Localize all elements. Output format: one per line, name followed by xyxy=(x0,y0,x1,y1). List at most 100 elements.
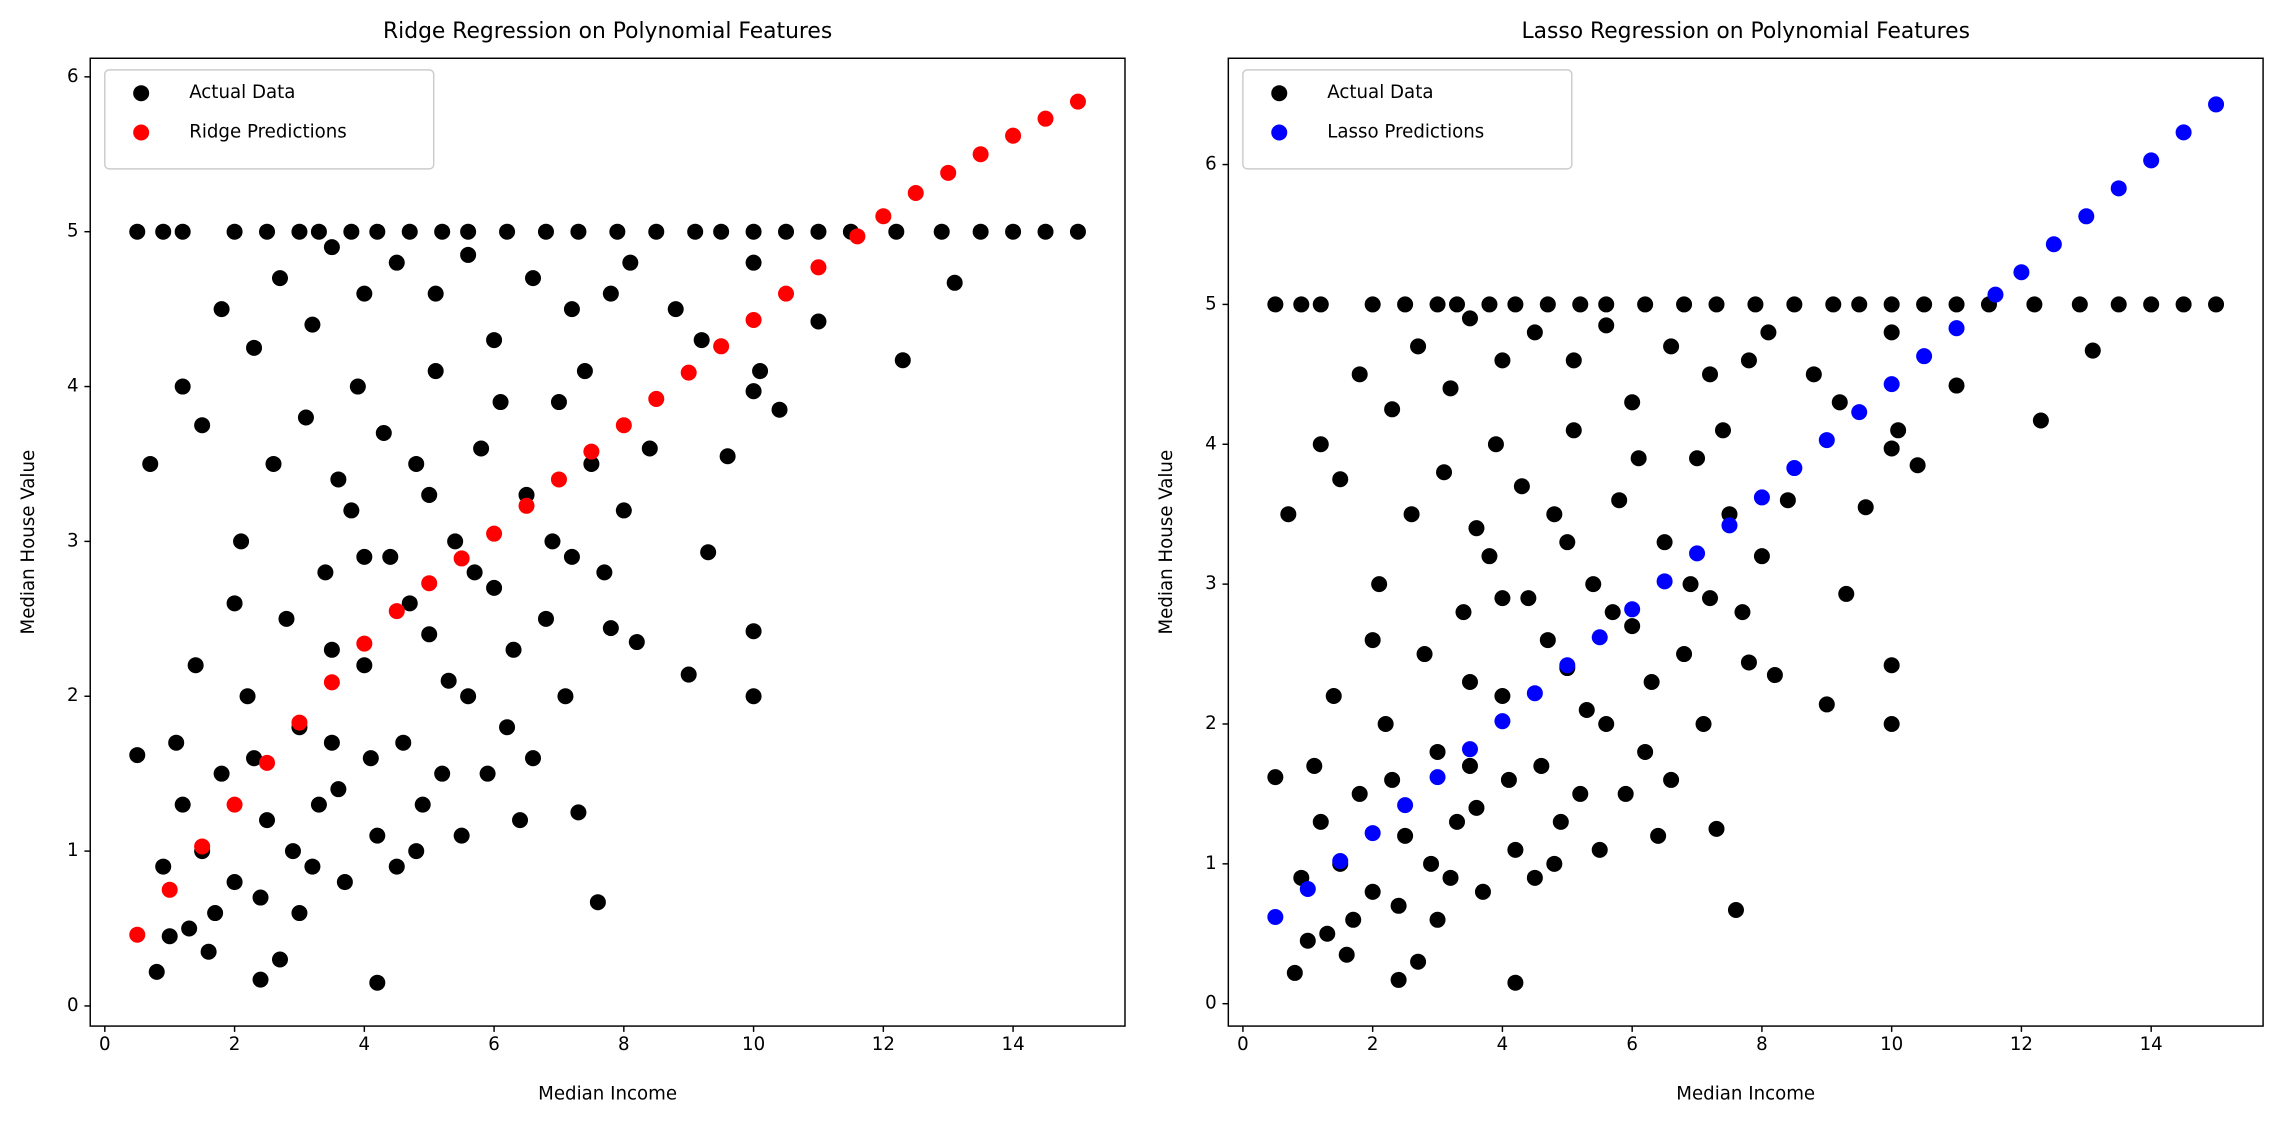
point xyxy=(408,843,425,860)
point xyxy=(1734,604,1751,621)
point xyxy=(537,610,554,627)
x-tick-label: 0 xyxy=(99,1034,111,1055)
x-tick-label: 6 xyxy=(1626,1034,1638,1055)
point xyxy=(1766,667,1783,684)
point xyxy=(1416,646,1433,663)
point xyxy=(486,332,503,349)
point xyxy=(1364,883,1381,900)
point xyxy=(1494,688,1511,705)
point xyxy=(596,564,613,581)
point xyxy=(1449,813,1466,830)
point xyxy=(486,525,503,542)
point xyxy=(259,812,276,829)
point xyxy=(1857,499,1874,516)
point xyxy=(875,208,892,225)
y-axis-label: Median House Value xyxy=(18,450,39,635)
point xyxy=(1598,296,1615,313)
point xyxy=(278,610,295,627)
point xyxy=(323,734,340,751)
point xyxy=(1883,715,1900,732)
point xyxy=(1656,534,1673,551)
point xyxy=(1624,618,1641,635)
point xyxy=(1005,223,1022,240)
point xyxy=(1890,422,1907,439)
point xyxy=(1565,352,1582,369)
point xyxy=(2143,152,2160,169)
chart-title: Lasso Regression on Polynomial Features xyxy=(1521,19,1970,44)
point xyxy=(1267,296,1284,313)
point xyxy=(1702,590,1719,607)
point xyxy=(395,734,412,751)
point xyxy=(1740,654,1757,671)
legend-marker xyxy=(133,85,150,102)
point xyxy=(2175,296,2192,313)
point xyxy=(1449,296,1466,313)
point xyxy=(226,796,243,813)
plot-area xyxy=(129,93,1086,991)
legend: Actual Data Ridge Predictions xyxy=(104,69,435,170)
point xyxy=(1786,460,1803,477)
point xyxy=(356,657,373,674)
point xyxy=(1838,585,1855,602)
point xyxy=(1663,338,1680,355)
point xyxy=(1423,855,1440,872)
point xyxy=(1500,771,1517,788)
point xyxy=(1721,506,1738,523)
point xyxy=(1442,869,1459,886)
point xyxy=(1624,601,1641,618)
point xyxy=(1695,715,1712,732)
point xyxy=(888,223,905,240)
point xyxy=(544,533,561,550)
point xyxy=(615,417,632,434)
point xyxy=(557,688,574,705)
point xyxy=(2143,296,2160,313)
point xyxy=(1702,366,1719,383)
point xyxy=(1005,127,1022,144)
point xyxy=(576,363,593,380)
chart: Lasso Regression on Polynomial Features M… xyxy=(1156,19,2264,1104)
point xyxy=(745,688,762,705)
point xyxy=(1727,901,1744,918)
x-tick-label: 2 xyxy=(229,1034,241,1055)
point xyxy=(194,838,211,855)
point xyxy=(1883,376,1900,393)
point xyxy=(1760,324,1777,341)
point xyxy=(2110,180,2127,197)
point xyxy=(1390,971,1407,988)
point xyxy=(745,383,762,400)
point xyxy=(1481,296,1498,313)
point xyxy=(2071,296,2088,313)
point xyxy=(2208,296,2225,313)
point xyxy=(226,223,243,240)
point xyxy=(1585,576,1602,593)
point xyxy=(1656,573,1673,590)
point xyxy=(1410,953,1427,970)
point xyxy=(473,440,490,457)
point xyxy=(187,657,204,674)
point xyxy=(1559,534,1576,551)
legend: Actual Data Lasso Predictions xyxy=(1242,69,1573,170)
point xyxy=(810,313,827,330)
y-tick-label: 3 xyxy=(1205,573,1217,594)
point xyxy=(453,550,470,567)
point xyxy=(1883,440,1900,457)
point xyxy=(622,254,639,271)
point xyxy=(1591,841,1608,858)
point xyxy=(570,223,587,240)
point xyxy=(434,223,451,240)
point xyxy=(1429,911,1446,928)
point xyxy=(719,448,736,465)
point xyxy=(1663,771,1680,788)
point xyxy=(2175,124,2192,141)
point xyxy=(648,223,665,240)
point xyxy=(1474,883,1491,900)
point xyxy=(1267,769,1284,786)
y-tick-label: 2 xyxy=(1205,713,1217,734)
point xyxy=(453,827,470,844)
point xyxy=(382,548,399,565)
point xyxy=(142,455,159,472)
point xyxy=(369,974,386,991)
point xyxy=(213,301,230,318)
point xyxy=(1461,741,1478,758)
point xyxy=(1747,296,1764,313)
